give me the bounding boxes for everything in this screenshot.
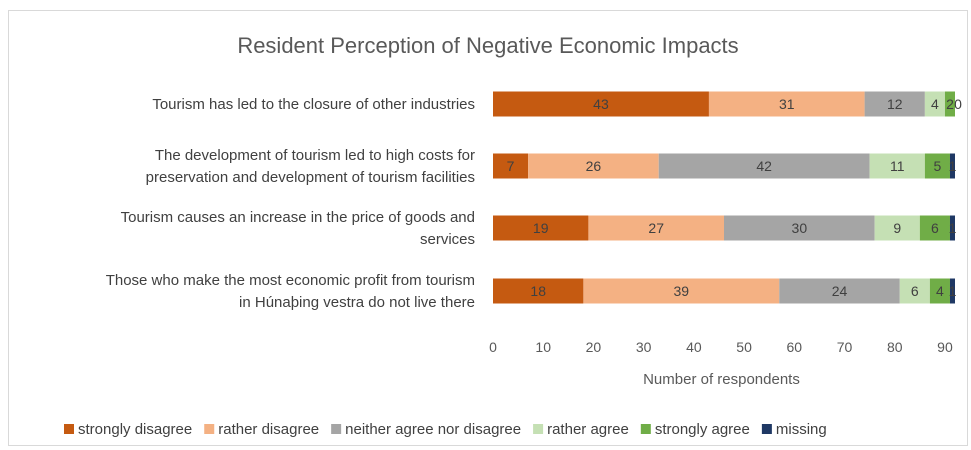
x-tick-label: 40 <box>686 339 702 355</box>
legend-swatch <box>64 424 74 434</box>
bar-segment <box>874 215 920 241</box>
bar-segment <box>949 215 955 241</box>
bar-segment <box>924 91 945 117</box>
bar-segment <box>919 215 950 241</box>
data-label: 26 <box>586 158 602 174</box>
bar-segment <box>899 278 930 304</box>
legend-swatch <box>331 424 342 434</box>
data-label: 5 <box>934 158 942 174</box>
chart-title: Resident Perception of Negative Economic… <box>237 33 738 58</box>
legend-label: strongly agree <box>655 421 750 438</box>
legend-label: neither agree nor disagree <box>345 421 521 438</box>
data-label: 39 <box>674 283 690 299</box>
category-label: Tourism causes an increase in the price … <box>121 209 475 226</box>
data-label: 43 <box>593 96 609 112</box>
bar-segment <box>588 215 724 241</box>
x-tick-label: 20 <box>586 339 602 355</box>
data-label: 7 <box>507 158 515 174</box>
bar-segment <box>924 153 950 179</box>
data-label: 4 <box>936 283 944 299</box>
chart-frame: Resident Perception of Negative Economic… <box>8 10 968 446</box>
bar-segment <box>493 278 584 304</box>
bar-segment <box>493 215 589 241</box>
bar-segment <box>864 91 925 117</box>
data-label: 6 <box>931 220 939 236</box>
legend-label: missing <box>776 421 827 438</box>
legend-swatch <box>204 424 215 434</box>
data-label: 0 <box>954 96 962 112</box>
bar-segment <box>779 278 900 304</box>
bar-segment <box>583 278 780 304</box>
data-label: 9 <box>893 220 901 236</box>
data-label: 42 <box>756 158 772 174</box>
x-tick-label: 90 <box>937 339 953 355</box>
category-label: Tourism has led to the closure of other … <box>152 96 475 113</box>
data-label: 30 <box>792 220 808 236</box>
x-tick-label: 50 <box>736 339 752 355</box>
category-label: The development of tourism led to high c… <box>155 147 475 164</box>
bar-segment <box>949 153 955 179</box>
bar-segment <box>528 153 659 179</box>
bar-segment <box>724 215 875 241</box>
data-label: 18 <box>530 283 546 299</box>
bar-segment <box>708 91 865 117</box>
x-tick-label: 60 <box>787 339 803 355</box>
data-label: 31 <box>779 96 795 112</box>
category-label: services <box>420 231 475 248</box>
bar-segment <box>493 153 529 179</box>
category-label: Those who make the most economic profit … <box>106 272 475 289</box>
x-tick-label: 10 <box>535 339 551 355</box>
data-label: 12 <box>887 96 903 112</box>
data-label: 1 <box>949 283 957 299</box>
x-tick-label: 80 <box>887 339 903 355</box>
data-label: 24 <box>832 283 848 299</box>
bar-segment <box>493 91 709 117</box>
legend-swatch <box>533 424 544 434</box>
x-tick-label: 70 <box>837 339 853 355</box>
category-label: in Húnaþing vestra do not live there <box>239 294 475 311</box>
bar-segment <box>869 153 925 179</box>
legend-label: rather agree <box>547 421 629 438</box>
data-label: 4 <box>931 96 939 112</box>
x-axis-title: Number of respondents <box>643 371 800 388</box>
data-label: 6 <box>911 283 919 299</box>
legend-label: rather disagree <box>218 421 319 438</box>
category-label: preservation and development of tourism … <box>146 169 475 186</box>
stacked-bar-chart: Resident Perception of Negative Economic… <box>64 33 962 438</box>
bar-segment <box>944 91 955 117</box>
bar-segment <box>949 278 955 304</box>
bar-segment <box>929 278 950 304</box>
data-label: 1 <box>949 220 957 236</box>
x-tick-label: 30 <box>636 339 652 355</box>
data-label: 1 <box>949 158 957 174</box>
data-label: 11 <box>890 158 905 174</box>
legend-swatch <box>640 424 651 434</box>
legend-label: strongly disagree <box>78 421 192 438</box>
data-label: 2 <box>946 96 954 112</box>
legend-swatch <box>761 424 772 434</box>
data-label: 27 <box>648 220 664 236</box>
bar-segment <box>658 153 870 179</box>
data-label: 19 <box>533 220 549 236</box>
x-tick-label: 0 <box>489 339 497 355</box>
